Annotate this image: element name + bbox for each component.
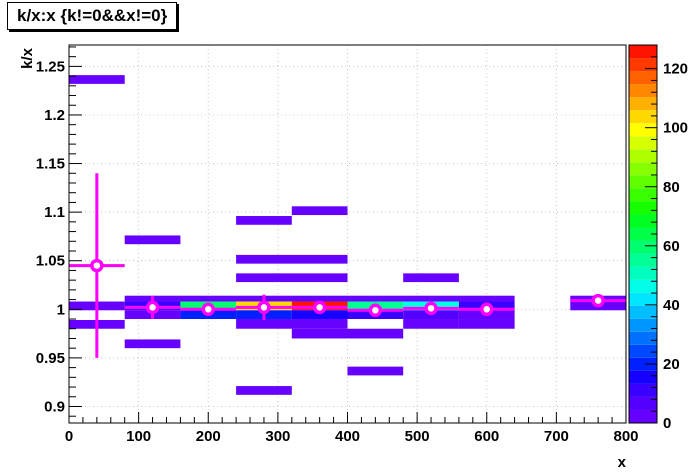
palette-swatch <box>629 409 657 423</box>
y-tick-label: 0.95 <box>36 350 65 367</box>
x-tick-label: 400 <box>335 428 360 445</box>
palette-swatch <box>629 292 657 306</box>
palette-swatch <box>629 331 657 345</box>
profile-point <box>458 302 515 317</box>
palette-swatch <box>629 253 657 267</box>
chart-title: k/x:x {k!=0&&x!=0} <box>7 2 178 30</box>
heatmap-cell <box>236 273 348 283</box>
x-tick-label: 500 <box>405 428 430 445</box>
palette-swatch <box>629 305 657 319</box>
x-tick-label: 0 <box>65 428 73 445</box>
palette-swatch <box>629 357 657 371</box>
x-tick-label: 100 <box>126 428 151 445</box>
y-axis-label: k/x <box>19 47 36 69</box>
palette-swatch <box>629 188 657 202</box>
palette-swatch <box>629 279 657 293</box>
palette-swatch <box>629 214 657 228</box>
profile-marker <box>591 293 605 308</box>
y-tick-label: 0.9 <box>44 398 65 415</box>
palette-swatch <box>629 201 657 215</box>
heatmap-cell <box>403 273 459 283</box>
palette-swatch <box>629 162 657 176</box>
palette-swatch <box>629 58 657 72</box>
palette-swatch <box>629 123 657 137</box>
profile-point <box>403 301 459 316</box>
palette-swatch <box>629 71 657 85</box>
profile-series <box>69 173 626 358</box>
palette-swatch <box>629 318 657 332</box>
heatmap-cell <box>291 206 348 216</box>
profile-point <box>180 302 237 317</box>
palette-swatch <box>629 136 657 150</box>
palette-swatch <box>629 97 657 111</box>
y-tick-label: 1.05 <box>36 253 65 270</box>
x-tick-label: 700 <box>544 428 569 445</box>
heatmap-cell <box>124 235 181 245</box>
profile-marker <box>201 302 215 317</box>
x-axis: 0 100 200 300 400 500 600 700 800 <box>65 412 639 445</box>
profile-marker <box>90 258 104 273</box>
heatmap-cell <box>291 328 404 339</box>
palette-swatch <box>629 45 657 59</box>
y-tick-label: 1 <box>57 301 65 318</box>
y-tick-label: 1.15 <box>36 156 65 173</box>
palette-swatch <box>629 175 657 189</box>
heatmap-cell <box>291 310 348 320</box>
y-tick-label: 1.2 <box>44 107 65 124</box>
palette-tick-label: 60 <box>663 238 680 255</box>
heatmap-cell <box>124 339 181 349</box>
x-tick-label: 200 <box>196 428 221 445</box>
x-tick-label: 300 <box>265 428 290 445</box>
x-tick-label: 600 <box>474 428 499 445</box>
palette-tick-label: 100 <box>663 120 688 137</box>
heatmap-cell <box>458 319 515 329</box>
heatmap-cell <box>347 366 404 376</box>
palette-swatch <box>629 266 657 280</box>
palette-swatch <box>629 240 657 254</box>
palette-swatch <box>629 370 657 384</box>
palette-swatch <box>629 149 657 163</box>
heatmap-cells <box>69 75 626 395</box>
grid <box>69 45 626 423</box>
y-tick-label: 1.25 <box>36 58 65 75</box>
profile-point <box>236 294 292 320</box>
palette-swatch <box>629 84 657 98</box>
profile-point <box>347 303 404 318</box>
palette-tick-label: 20 <box>663 356 680 373</box>
profile-marker <box>257 300 271 315</box>
palette-swatch <box>629 383 657 397</box>
heatmap-cell <box>69 75 125 84</box>
profile-point <box>570 293 626 308</box>
palette-swatch <box>629 396 657 410</box>
y-tick-label: 1.1 <box>44 204 65 221</box>
heatmap-cell <box>236 254 348 264</box>
profile-point <box>124 295 181 320</box>
profile-marker <box>424 301 438 316</box>
heatmap-cell <box>124 295 515 302</box>
palette-swatch <box>629 227 657 241</box>
heatmap-cell <box>236 216 292 225</box>
heatmap-cell <box>403 319 459 329</box>
palette-swatch <box>629 344 657 358</box>
palette-tick-label: 0 <box>663 415 671 432</box>
heatmap-cell <box>236 319 348 329</box>
heatmap-cell <box>236 386 292 395</box>
palette-tick-label: 120 <box>663 61 688 78</box>
x-tick-label: 800 <box>613 428 638 445</box>
profile-point <box>69 173 125 358</box>
palette-swatch <box>629 110 657 124</box>
palette-tick-label: 80 <box>663 179 680 196</box>
profile-marker <box>145 300 160 315</box>
palette-tick-label: 40 <box>663 297 680 314</box>
y-axis: 0.9 0.95 1 1.05 1.1 1.15 1.2 1.25 <box>36 46 82 417</box>
profile-marker <box>312 300 327 315</box>
profile-marker <box>480 302 494 317</box>
color-palette: 0 20 40 60 80 100 120 <box>628 44 688 432</box>
profile-point <box>291 300 348 315</box>
x-axis-label: x <box>618 454 627 471</box>
profile-marker <box>368 303 383 318</box>
